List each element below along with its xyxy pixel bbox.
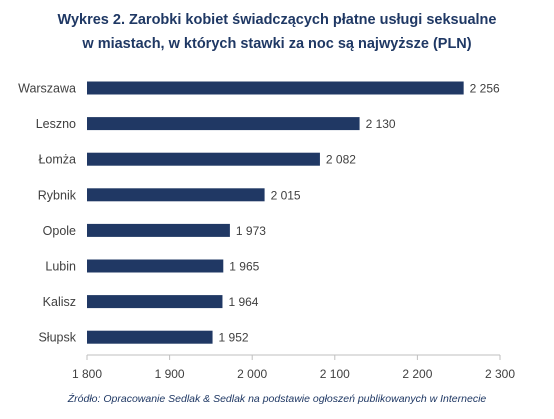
bars-layer: Warszawa 2 256 Leszno 2 130 Łomża 2 082 Rybnik… bbox=[18, 81, 500, 345]
value-label: 1 964 bbox=[228, 295, 258, 309]
bar-słupsk bbox=[87, 330, 213, 344]
category-label: Warszawa bbox=[18, 82, 76, 96]
bar-łomża bbox=[87, 152, 320, 166]
category-label: Kalisz bbox=[43, 295, 76, 309]
category-label: Leszno bbox=[36, 117, 76, 131]
chart-title-line-2: w miastach, w których stawki za noc są n… bbox=[82, 36, 472, 52]
x-axis: 1 800 1 900 2 000 2 100 2 200 2 300 bbox=[72, 354, 515, 381]
bar-opole bbox=[87, 223, 230, 237]
value-label: 2 256 bbox=[470, 82, 500, 96]
value-label: 1 965 bbox=[229, 260, 259, 274]
value-label: 1 973 bbox=[236, 224, 266, 238]
value-label: 2 130 bbox=[366, 117, 396, 131]
x-tick-label: 2 100 bbox=[320, 367, 350, 381]
bar-lubin bbox=[87, 259, 224, 273]
x-tick-label: 2 200 bbox=[402, 367, 432, 381]
bar-warszawa bbox=[87, 81, 464, 95]
category-label: Łomża bbox=[38, 153, 76, 167]
x-tick-label: 2 000 bbox=[237, 367, 267, 381]
value-label: 1 952 bbox=[219, 331, 249, 345]
bar-kalisz bbox=[87, 295, 223, 309]
category-label: Opole bbox=[43, 224, 76, 238]
value-label: 2 082 bbox=[326, 153, 356, 167]
bar-rybnik bbox=[87, 188, 265, 202]
chart-title: Wykres 2. Zarobki kobiet świadczących pł… bbox=[0, 8, 554, 56]
x-tick-label: 1 800 bbox=[72, 367, 102, 381]
category-label: Rybnik bbox=[38, 188, 77, 202]
category-label: Lubin bbox=[45, 260, 76, 274]
value-label: 2 015 bbox=[271, 188, 301, 202]
chart-title-line-1: Wykres 2. Zarobki kobiet świadczących pł… bbox=[57, 12, 497, 28]
category-label: Słupsk bbox=[38, 331, 76, 345]
x-tick-label: 2 300 bbox=[485, 367, 515, 381]
x-tick-label: 1 900 bbox=[155, 367, 185, 381]
source-note: Źródło: Opracowanie Sedlak & Sedlak na p… bbox=[67, 393, 487, 405]
bar-leszno bbox=[87, 117, 360, 131]
